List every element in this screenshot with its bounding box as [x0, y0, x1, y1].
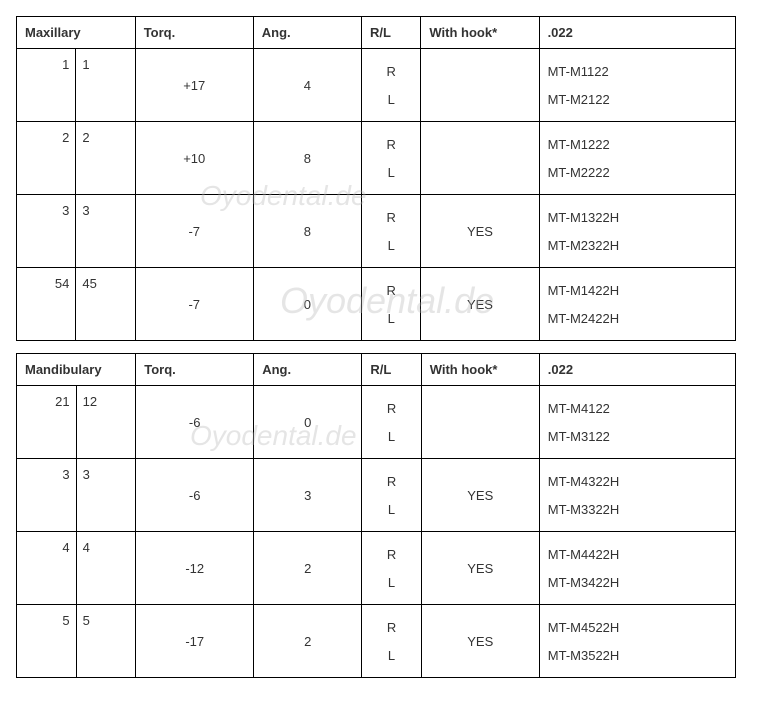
rl-l: L	[366, 158, 416, 186]
rl-l: L	[366, 422, 416, 450]
rl-r: R	[366, 394, 416, 422]
table-row: 33 -6 3 RL YES MT-M4322HMT-M3322H	[17, 459, 736, 532]
hook-cell: YES	[421, 459, 539, 532]
ang-cell: 2	[254, 532, 362, 605]
rl-l: L	[366, 231, 416, 259]
rl-r: R	[366, 613, 416, 641]
rl-l: L	[366, 568, 416, 596]
rl-l: L	[366, 641, 416, 669]
torq-cell: -12	[136, 532, 254, 605]
hook-cell: YES	[421, 268, 539, 341]
hook-cell: YES	[421, 605, 539, 678]
tooth-num-left: 21	[17, 386, 77, 458]
header-ang: Ang.	[254, 354, 362, 386]
code-l: MT-M3422H	[540, 568, 735, 596]
tooth-num-left: 3	[17, 195, 76, 267]
tooth-num-right: 3	[77, 459, 136, 531]
header-022: .022	[539, 354, 735, 386]
table-row: 22 +10 8 RL MT-M1222MT-M2222	[17, 122, 736, 195]
torq-cell: +17	[135, 49, 253, 122]
tooth-num-left: 1	[17, 49, 76, 121]
tooth-num-left: 3	[17, 459, 77, 531]
tooth-num-right: 3	[76, 195, 134, 267]
ang-cell: 2	[254, 605, 362, 678]
header-rl: R/L	[362, 17, 421, 49]
rl-r: R	[366, 540, 416, 568]
tooth-num-right: 1	[76, 49, 134, 121]
torq-cell: -17	[136, 605, 254, 678]
tooth-num-left: 2	[17, 122, 76, 194]
header-rl: R/L	[362, 354, 421, 386]
table-row: 44 -12 2 RL YES MT-M4422HMT-M3422H	[17, 532, 736, 605]
rl-l: L	[366, 495, 416, 523]
torq-cell: -7	[135, 195, 253, 268]
table-row: 33 -7 8 RL YES MT-M1322HMT-M2322H	[17, 195, 736, 268]
code-l: MT-M3522H	[540, 641, 735, 669]
header-torq: Torq.	[135, 17, 253, 49]
rl-r: R	[366, 130, 416, 158]
ang-cell: 0	[253, 268, 361, 341]
rl-r: R	[366, 276, 416, 304]
code-r: MT-M1222	[540, 130, 735, 158]
code-r: MT-M4322H	[540, 467, 735, 495]
hook-cell	[421, 49, 539, 122]
code-l: MT-M2422H	[540, 304, 735, 332]
table-row: 2112 -6 0 RL MT-M4122MT-M3122	[17, 386, 736, 459]
hook-cell: YES	[421, 195, 539, 268]
ang-cell: 3	[254, 459, 362, 532]
torq-cell: -6	[136, 459, 254, 532]
code-r: MT-M1422H	[540, 276, 735, 304]
header-name: Mandibulary	[17, 354, 136, 386]
mandibulary-table: Mandibulary Torq. Ang. R/L With hook* .0…	[16, 353, 736, 678]
tooth-num-right: 4	[77, 532, 136, 604]
table-row: 5445 -7 0 RL YES MT-M1422HMT-M2422H	[17, 268, 736, 341]
code-r: MT-M1322H	[540, 203, 735, 231]
header-022: .022	[539, 17, 735, 49]
code-l: MT-M2222	[540, 158, 735, 186]
torq-cell: +10	[135, 122, 253, 195]
tooth-num-right: 2	[76, 122, 134, 194]
code-l: MT-M2122	[540, 85, 735, 113]
header-name: Maxillary	[17, 17, 136, 49]
tooth-num-right: 12	[77, 386, 136, 458]
header-ang: Ang.	[253, 17, 361, 49]
code-l: MT-M3122	[540, 422, 735, 450]
ang-cell: 4	[253, 49, 361, 122]
ang-cell: 0	[254, 386, 362, 459]
code-l: MT-M3322H	[540, 495, 735, 523]
hook-cell	[421, 386, 539, 459]
torq-cell: -7	[135, 268, 253, 341]
maxillary-table: Maxillary Torq. Ang. R/L With hook* .022…	[16, 16, 736, 341]
rl-r: R	[366, 203, 416, 231]
code-r: MT-M4522H	[540, 613, 735, 641]
header-torq: Torq.	[136, 354, 254, 386]
tooth-num-left: 54	[17, 268, 76, 340]
header-hook: With hook*	[421, 17, 539, 49]
ang-cell: 8	[253, 195, 361, 268]
code-r: MT-M4422H	[540, 540, 735, 568]
rl-r: R	[366, 57, 416, 85]
table-row: 55 -17 2 RL YES MT-M4522HMT-M3522H	[17, 605, 736, 678]
table-row: 11 +17 4 RL MT-M1122MT-M2122	[17, 49, 736, 122]
ang-cell: 8	[253, 122, 361, 195]
rl-l: L	[366, 304, 416, 332]
torq-cell: -6	[136, 386, 254, 459]
header-hook: With hook*	[421, 354, 539, 386]
hook-cell	[421, 122, 539, 195]
tooth-num-left: 4	[17, 532, 77, 604]
code-r: MT-M1122	[540, 57, 735, 85]
tooth-num-right: 45	[76, 268, 134, 340]
tooth-num-left: 5	[17, 605, 77, 677]
code-r: MT-M4122	[540, 394, 735, 422]
rl-l: L	[366, 85, 416, 113]
code-l: MT-M2322H	[540, 231, 735, 259]
rl-r: R	[366, 467, 416, 495]
tooth-num-right: 5	[77, 605, 136, 677]
hook-cell: YES	[421, 532, 539, 605]
